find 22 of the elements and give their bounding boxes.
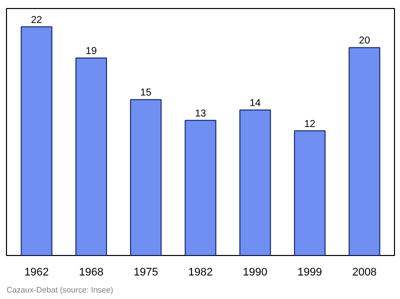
bar: [184, 120, 216, 256]
x-tick-label: 1962: [24, 266, 49, 278]
data-label: 20: [358, 36, 370, 47]
bar: [348, 47, 380, 256]
data-label: 15: [140, 88, 152, 99]
x-tick-label: 1968: [78, 266, 104, 278]
x-tick-label: 1999: [298, 266, 322, 278]
data-label: 13: [194, 108, 206, 120]
bar: [130, 99, 162, 256]
data-label: 14: [250, 98, 262, 109]
bar: [75, 57, 108, 256]
data-label: 12: [304, 118, 316, 130]
x-tick-label: 1975: [134, 266, 158, 278]
bar: [20, 26, 52, 256]
data-label: 22: [30, 14, 43, 26]
bar: [239, 109, 271, 256]
x-tick-label: 1982: [188, 266, 213, 278]
text: Cazaux-Debat (source: Insee): [6, 286, 114, 294]
x-tick-label: 2008: [352, 266, 377, 278]
x-tick-label: 1990: [242, 266, 268, 278]
bar: [294, 130, 326, 256]
data-label: 19: [86, 46, 98, 57]
